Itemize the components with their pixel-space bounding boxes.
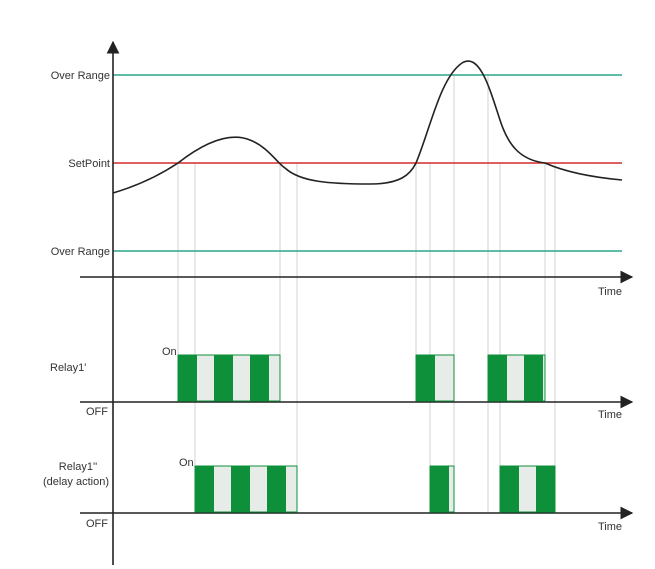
- relay-on-segment: [416, 355, 435, 401]
- relay-on-segment: [231, 466, 250, 512]
- relay-on-segment: [250, 355, 269, 401]
- relay1-prime-label: Relay1': [50, 362, 86, 374]
- relay-on-segment: [524, 355, 543, 401]
- relay1-double-sublabel: (delay action): [43, 476, 109, 488]
- off-label-2: OFF: [86, 518, 108, 530]
- relay-on-segment: [536, 466, 555, 512]
- relay-on-segment: [430, 466, 449, 512]
- relay1-double-pulses: [194, 465, 556, 513]
- relay-on-segment: [500, 466, 519, 512]
- relay-on-segment: [178, 355, 197, 401]
- over-range-bottom-label: Over Range: [51, 246, 110, 258]
- off-label-1: OFF: [86, 406, 108, 418]
- time-label-1: Time: [598, 286, 622, 298]
- relay-on-segment: [488, 355, 507, 401]
- time-label-2: Time: [598, 409, 622, 421]
- over-range-top-label: Over Range: [51, 70, 110, 82]
- guide-lines: [177, 75, 556, 513]
- relay-on-segment: [267, 466, 286, 512]
- relay1-prime-pulses: [177, 354, 546, 402]
- on-label-2: On: [179, 457, 194, 469]
- relay-on-segment: [195, 466, 214, 512]
- process-curve: [112, 60, 623, 194]
- relay1-double-label: Relay1'': [59, 461, 97, 473]
- relay-on-segment: [214, 355, 233, 401]
- time-label-3: Time: [598, 521, 622, 533]
- on-label-1: On: [162, 346, 177, 358]
- setpoint-label: SetPoint: [68, 158, 110, 170]
